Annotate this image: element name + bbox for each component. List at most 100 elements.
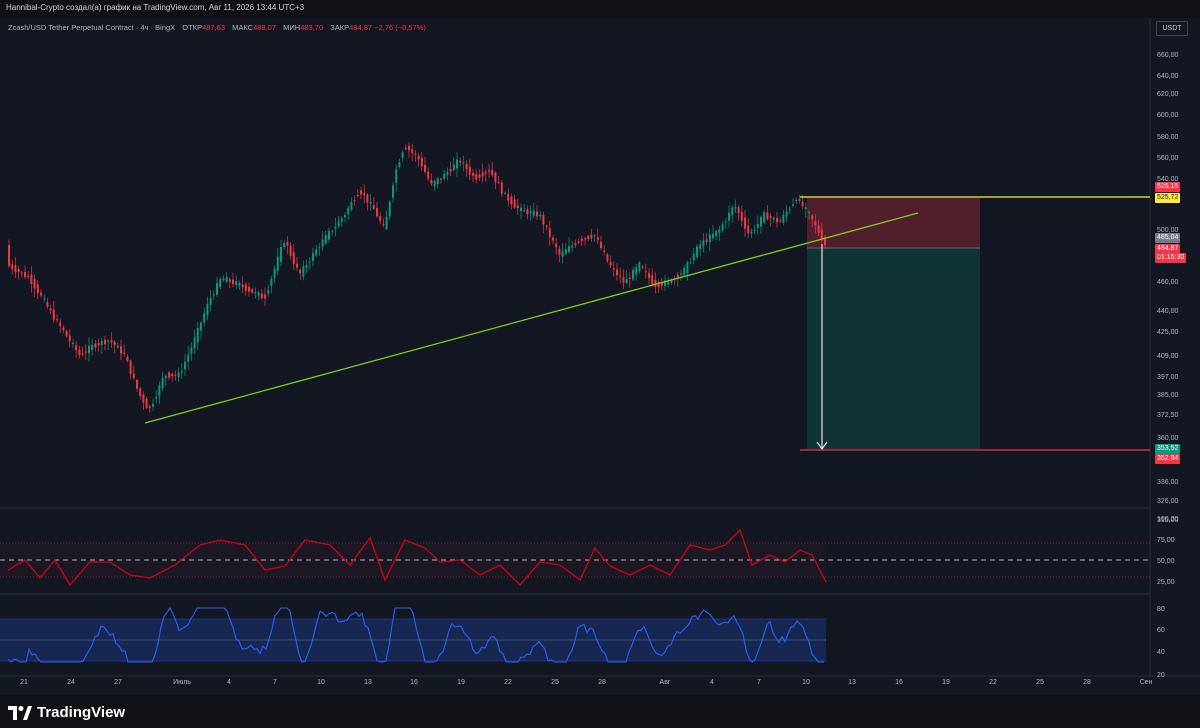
candle-body xyxy=(350,202,353,210)
candle-body xyxy=(408,145,410,151)
candle-body xyxy=(536,211,538,217)
candle-body xyxy=(804,207,807,210)
time-tick: 25 xyxy=(1036,679,1044,686)
candle-body xyxy=(78,349,81,356)
candle-body xyxy=(280,247,282,262)
candle-body xyxy=(260,293,263,299)
candle-body xyxy=(504,192,506,194)
candle-body xyxy=(612,268,615,270)
candle-body xyxy=(488,170,490,172)
price-tick: 397,00 xyxy=(1157,374,1179,381)
candle-body xyxy=(120,346,122,354)
candle-body xyxy=(244,284,247,291)
candle-body xyxy=(708,234,711,243)
candle-body xyxy=(484,172,487,174)
candle-body xyxy=(596,237,599,240)
close-label: ЗАКР xyxy=(330,23,350,32)
price-tick: 440,00 xyxy=(1157,308,1179,315)
candle-body xyxy=(436,178,439,185)
candle-body xyxy=(513,199,516,208)
candle-body xyxy=(148,406,151,409)
time-tick: 19 xyxy=(942,679,950,686)
candle-body xyxy=(734,206,737,209)
tradingview-logo[interactable]: TradingView xyxy=(8,704,125,721)
candle-body xyxy=(625,279,628,284)
candle-body xyxy=(449,169,452,172)
candle-body xyxy=(366,194,369,203)
candle-body xyxy=(494,172,497,183)
target-zone xyxy=(807,248,980,449)
candle-body xyxy=(52,309,55,320)
candle-body xyxy=(353,200,356,202)
currency-button[interactable]: USDT xyxy=(1156,21,1188,36)
candle-body xyxy=(632,269,634,280)
candle-body xyxy=(686,262,689,273)
candle-body xyxy=(747,225,750,234)
candle-body xyxy=(712,233,714,239)
candle-body xyxy=(401,152,404,158)
candle-body xyxy=(420,157,423,167)
candle-body xyxy=(481,172,484,177)
candle-body xyxy=(820,229,823,241)
candle-body xyxy=(683,267,686,275)
candle-body xyxy=(81,353,84,355)
time-tick: 25 xyxy=(551,679,559,686)
candle-body xyxy=(356,195,359,197)
candle-body xyxy=(161,377,164,388)
candle-body xyxy=(145,398,148,408)
time-tick: 10 xyxy=(802,679,810,686)
rsi-line xyxy=(7,606,824,663)
candle-body xyxy=(238,283,241,286)
candle-body xyxy=(65,331,68,337)
chart-canvas[interactable]: 660,00 640,00 620,00 600,00 580,00 560,00 540,… xyxy=(0,18,1200,695)
candle-body xyxy=(324,235,327,244)
price-tick: 580,00 xyxy=(1157,134,1179,141)
oscillator-1-axis: 100,00 75,00 50,00 25,00 xyxy=(1157,516,1179,586)
candle-body xyxy=(763,212,766,223)
candle-body xyxy=(446,172,449,176)
candle-body xyxy=(142,394,145,403)
candle-body xyxy=(593,235,596,237)
price-tick: 385,00 xyxy=(1157,392,1179,399)
candle-body xyxy=(40,292,42,296)
candle-body xyxy=(206,303,209,316)
candle-body xyxy=(129,360,132,375)
candle-body xyxy=(372,205,375,209)
candle-body xyxy=(107,340,110,342)
candle-body xyxy=(808,211,810,213)
candle-body xyxy=(753,230,756,232)
candle-body xyxy=(62,327,65,331)
time-tick: 13 xyxy=(364,679,372,686)
stop-price-tag: 526,15 xyxy=(1155,182,1181,192)
candle-body xyxy=(257,292,260,296)
candle-body xyxy=(609,261,612,266)
candle-body xyxy=(465,164,468,170)
candle-body xyxy=(292,252,295,264)
candle-body xyxy=(267,289,270,294)
candle-body xyxy=(411,149,414,154)
candle-body xyxy=(744,217,746,229)
price-tick: 540,00 xyxy=(1157,176,1179,183)
candle-body xyxy=(785,211,788,217)
candle-body xyxy=(11,264,14,270)
osc2-tick: 80 xyxy=(1157,606,1165,613)
candle-body xyxy=(542,215,545,225)
candle-body xyxy=(177,372,180,378)
candle-body xyxy=(43,298,46,300)
osc1-tick: 50,00 xyxy=(1157,558,1175,565)
osc2-tick: 20 xyxy=(1157,672,1165,679)
candle-body xyxy=(56,319,58,321)
candle-body xyxy=(123,352,126,354)
time-tick: 24 xyxy=(67,679,75,686)
candle-body xyxy=(385,216,388,230)
price-tick: 600,00 xyxy=(1157,112,1179,119)
candle-body xyxy=(315,249,318,256)
footer-bar xyxy=(0,695,1200,728)
symbol-name[interactable]: Zcash/USD Tether Perpetual Contract · 4ч… xyxy=(8,23,176,32)
candle-body xyxy=(705,239,708,243)
candle-body xyxy=(216,283,218,295)
candle-body xyxy=(59,322,62,326)
candle-body xyxy=(228,279,231,282)
change-value: −2,76 (−0,57%) xyxy=(374,23,426,32)
candle-body xyxy=(187,354,190,362)
